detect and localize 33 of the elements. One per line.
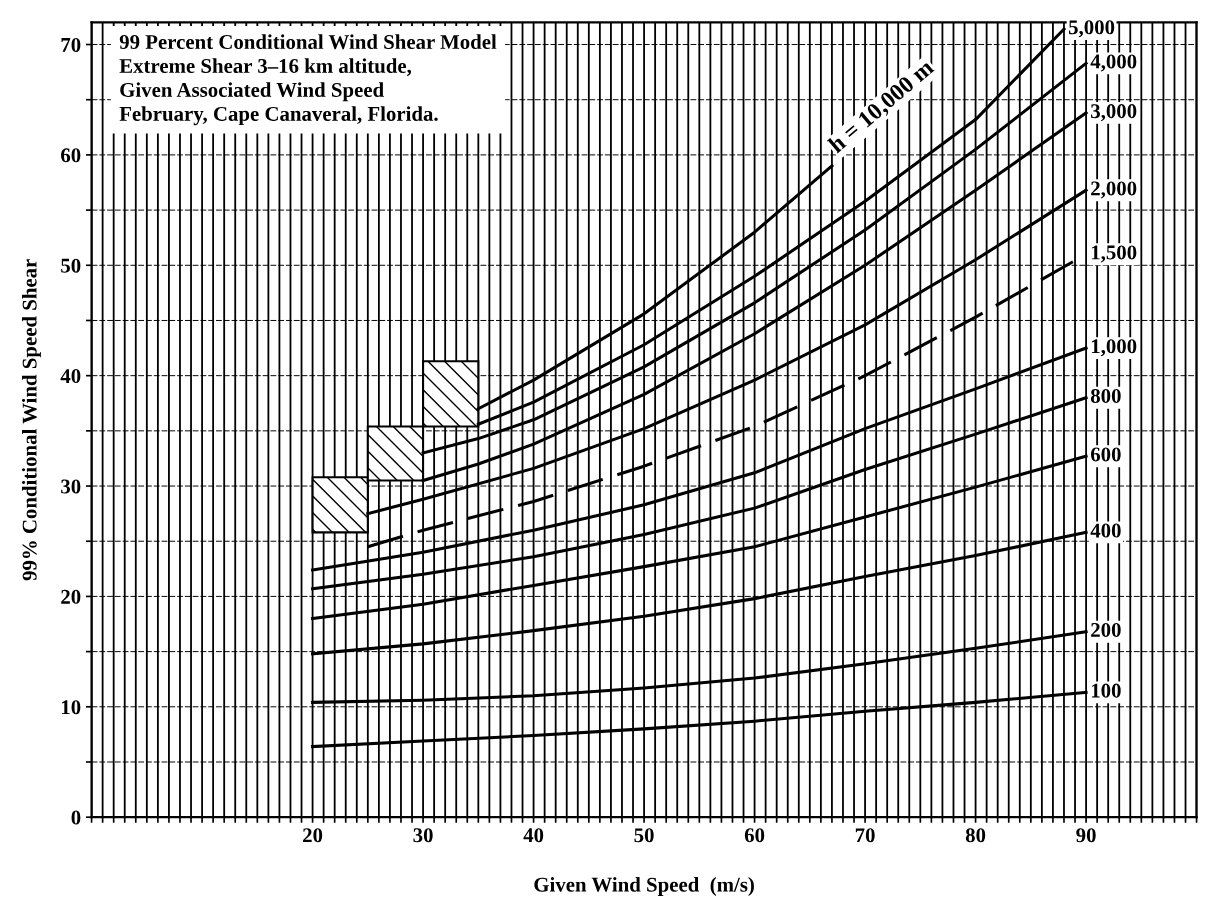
x-tick-label: 50 [634, 828, 654, 843]
y-axis-title: 99% Conditional Wind Speed Shear [21, 259, 41, 581]
series-label: 4,000 [1090, 54, 1137, 72]
y-tick-label: 0 [71, 810, 81, 825]
x-tick-label: 80 [965, 828, 986, 843]
series-label: 100 [1091, 683, 1121, 698]
annotation: Given Associated Wind Speed [120, 82, 384, 102]
series-label: 1,000 [1091, 339, 1137, 357]
x-tick-label: 70 [855, 828, 875, 843]
x-tick-label: 30 [413, 828, 433, 843]
series-label: 1,500 [1091, 245, 1137, 263]
y-tick-label: 30 [61, 479, 81, 494]
y-tick-label: 40 [60, 369, 81, 384]
annotation: Extreme Shear 3–16 km altitude, [119, 58, 412, 77]
x-tick-label: 40 [523, 828, 544, 843]
y-tick-label: 20 [61, 589, 81, 604]
series-label: 600 [1090, 447, 1121, 462]
series-label: 2,000 [1091, 181, 1137, 199]
y-tick-label: 70 [61, 37, 81, 52]
y-tick-label: 10 [61, 700, 81, 715]
x-tick-label: 60 [744, 828, 765, 843]
y-tick-label: 50 [61, 258, 81, 273]
series-label: 400 [1090, 523, 1121, 538]
series-label: 3,000 [1091, 104, 1137, 122]
series-label: 200 [1091, 622, 1121, 637]
series-label: 5,000 [1068, 20, 1115, 38]
x-tick-label: 90 [1076, 828, 1096, 843]
annotation: 99 Percent Conditional Wind Shear Model [119, 34, 497, 50]
y-tick-label: 60 [61, 148, 81, 163]
x-axis-title: Given Wind Speed (m/s) [534, 877, 754, 896]
annotation: February, Cape Canaveral, Florida. [119, 106, 438, 126]
x-tick-label: 20 [303, 828, 323, 843]
series-label: 800 [1090, 388, 1121, 403]
